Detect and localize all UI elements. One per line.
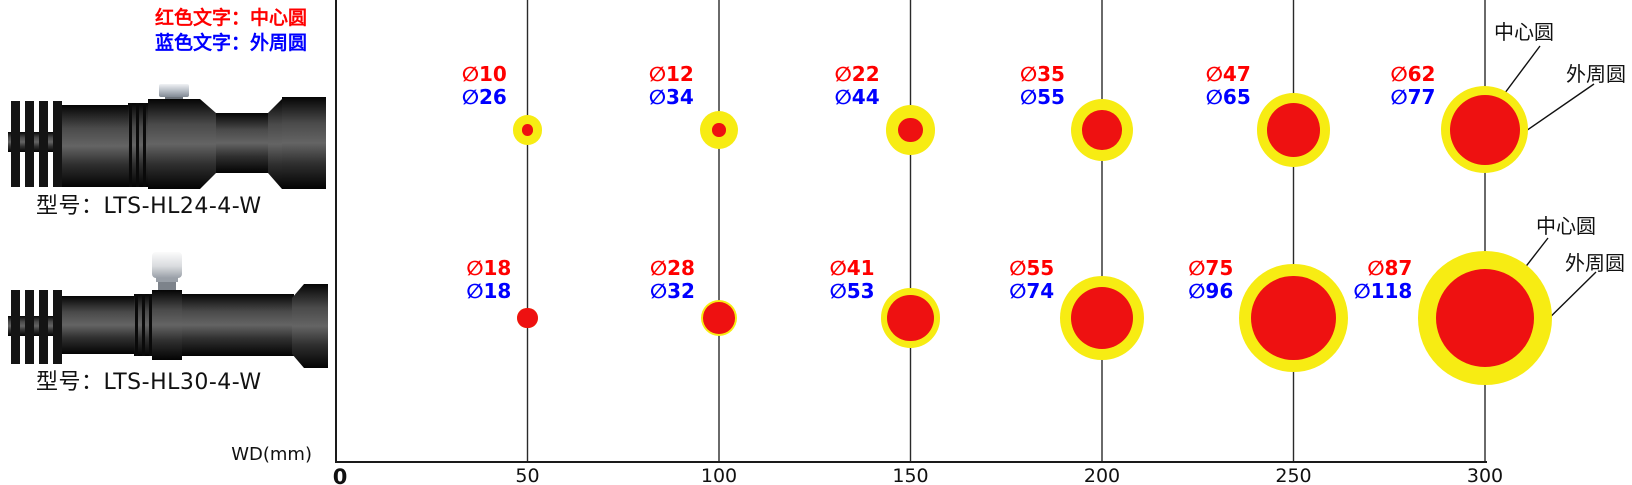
outer-diameter-value: ∅32 xyxy=(649,279,695,303)
center-diameter-value: ∅22 xyxy=(834,62,880,86)
x-tick-300: 300 xyxy=(1466,465,1504,485)
x-axis-title: WD(mm) xyxy=(231,444,312,465)
x-tick-50: 50 xyxy=(515,465,540,485)
callout-bottom-outer-circle: 外周圆 xyxy=(1565,251,1625,275)
outer-diameter-value: ∅118 xyxy=(1353,279,1413,303)
x-tick-100: 100 xyxy=(700,465,738,485)
center-diameter-value: ∅18 xyxy=(466,256,512,280)
diameter-label-wd-100: ∅12 ∅34 xyxy=(649,63,694,109)
x-tick-250: 250 xyxy=(1275,465,1312,485)
spotlight-illustration-hl24 xyxy=(8,84,326,189)
diameter-label-wd-200: ∅35 ∅55 xyxy=(1020,63,1065,109)
center-diameter-value: ∅12 xyxy=(648,62,694,86)
center-diameter-value: ∅55 xyxy=(1009,256,1055,280)
diameter-label-wd-150: ∅41 ∅53 xyxy=(830,257,875,303)
x-tick-0: 0 xyxy=(332,465,348,485)
center-diameter-value: ∅87 xyxy=(1367,256,1413,280)
legend-center-circle-note: 红色文字：中心圆 xyxy=(155,7,308,29)
outer-diameter-value: ∅44 xyxy=(834,85,880,109)
diameter-label-wd-300: ∅62 ∅77 xyxy=(1391,63,1436,109)
center-circle-wd-100 xyxy=(703,302,735,334)
model-label-hl24: 型号：LTS-HL24-4-W xyxy=(36,194,262,219)
center-circle-wd-200 xyxy=(1082,110,1122,150)
center-circle-wd-300 xyxy=(1449,94,1521,166)
center-circle-wd-100 xyxy=(712,123,726,137)
diameter-label-wd-300: ∅87 ∅118 xyxy=(1353,257,1412,303)
diameter-label-wd-100: ∅28 ∅32 xyxy=(650,257,695,303)
x-tick-150: 150 xyxy=(892,465,929,485)
outer-diameter-value: ∅34 xyxy=(648,85,694,109)
center-diameter-value: ∅28 xyxy=(649,256,695,280)
center-circle-wd-300 xyxy=(1435,268,1535,368)
diameter-label-wd-250: ∅47 ∅65 xyxy=(1206,63,1251,109)
outer-diameter-value: ∅18 xyxy=(466,279,512,303)
outer-diameter-value: ∅65 xyxy=(1205,85,1251,109)
x-tick-200: 200 xyxy=(1083,465,1121,485)
callout-bottom-center-circle: 中心圆 xyxy=(1536,214,1596,238)
callout-top-outer-circle: 外周圆 xyxy=(1566,62,1626,86)
diameter-label-wd-200: ∅55 ∅74 xyxy=(1009,257,1054,303)
center-circle-wd-250 xyxy=(1266,103,1321,157)
center-diameter-value: ∅62 xyxy=(1390,62,1436,86)
legend-outer-circle-note: 蓝色文字：外周圆 xyxy=(155,32,308,54)
diameter-label-wd-50: ∅18 ∅18 xyxy=(466,257,511,303)
legend: 红色文字：中心圆 蓝色文字：外周圆 xyxy=(155,6,307,56)
diameter-label-wd-50: ∅10 ∅26 xyxy=(462,63,507,109)
model-label-hl30: 型号：LTS-HL30-4-W xyxy=(36,370,262,395)
diameter-label-wd-150: ∅22 ∅44 xyxy=(835,63,880,109)
center-diameter-value: ∅47 xyxy=(1205,62,1251,86)
outer-diameter-value: ∅74 xyxy=(1009,279,1055,303)
outer-diameter-value: ∅55 xyxy=(1019,85,1065,109)
diameter-label-wd-250: ∅75 ∅96 xyxy=(1188,257,1233,303)
center-diameter-value: ∅41 xyxy=(829,256,875,280)
outer-diameter-value: ∅77 xyxy=(1390,85,1436,109)
center-circle-wd-150 xyxy=(898,117,923,143)
center-circle-wd-150 xyxy=(887,294,934,342)
center-diameter-value: ∅10 xyxy=(461,62,507,86)
center-diameter-value: ∅35 xyxy=(1019,62,1065,86)
center-circle-wd-50 xyxy=(517,307,538,329)
spotlight-illustration-hl30 xyxy=(8,252,328,368)
outer-diameter-value: ∅96 xyxy=(1188,279,1234,303)
center-circle-wd-250 xyxy=(1251,275,1336,361)
outer-diameter-value: ∅26 xyxy=(461,85,507,109)
leader-top-outer xyxy=(1522,83,1595,134)
callout-top-center-circle: 中心圆 xyxy=(1494,20,1554,44)
center-diameter-value: ∅75 xyxy=(1188,256,1234,280)
center-circle-wd-50 xyxy=(521,124,534,136)
outer-diameter-value: ∅53 xyxy=(829,279,875,303)
center-circle-wd-200 xyxy=(1070,286,1134,350)
